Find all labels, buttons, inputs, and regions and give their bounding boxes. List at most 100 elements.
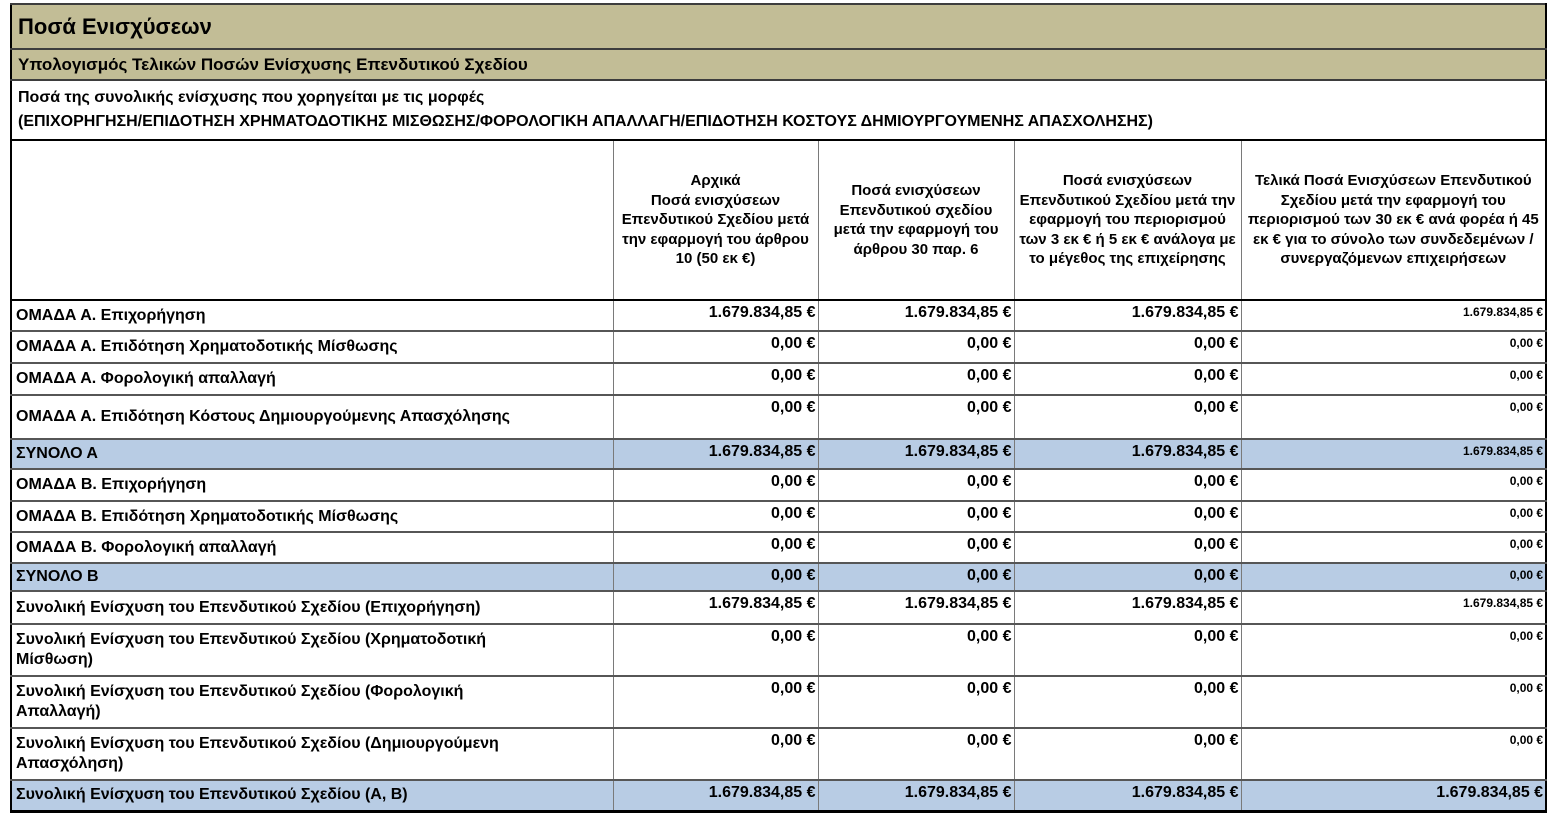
aid-amounts-report: Ποσά Ενισχύσεων Υπολογισμός Τελικών Ποσώ… xyxy=(9,3,1548,813)
value-cell: 0,00 € xyxy=(817,675,1015,729)
total-row: Συνολική Ενίσχυση του Επενδυτικού Σχεδίο… xyxy=(10,779,1547,813)
value-cell: 1.679.834,85 € xyxy=(612,779,819,813)
value-cell: 0,00 € xyxy=(612,727,819,781)
value-cell: 0,00 € xyxy=(817,362,1015,396)
value-cell: 0,00 € xyxy=(817,562,1015,592)
table-row: Συνολική Ενίσχυση του Επενδυτικού Σχεδίο… xyxy=(10,590,1547,625)
value-cell: 0,00 € xyxy=(817,394,1015,440)
description-line2: (ΕΠΙΧΟΡΗΓΗΣΗ/ΕΠΙΔΟΤΗΣΗ ΧΡΗΜΑΤΟΔΟΤΙΚΗΣ ΜΙ… xyxy=(18,113,1153,130)
value-cell: 0,00 € xyxy=(1013,468,1242,502)
table-row: ΟΜΑΔΑ Β. Φορολογική απαλλαγή 0,00 €0,00 €… xyxy=(10,531,1547,564)
table-row: ΟΜΑΔΑ Α. Επιδότηση Κόστους Δημιουργούμεν… xyxy=(10,394,1547,440)
value-cell: 0,00 € xyxy=(817,468,1015,502)
table-row: ΟΜΑΔΑ Β. Επιχορήγηση 0,00 €0,00 €0,00 €0,… xyxy=(10,468,1547,502)
value-cell: 1.679.834,85 € xyxy=(1013,590,1242,625)
table-row: Συνολική Ενίσχυση του Επενδυτικού Σχεδίο… xyxy=(10,675,1547,729)
row-label: ΟΜΑΔΑ Α. Επιδότηση Χρηματοδοτικής Μίσθωσ… xyxy=(10,330,614,364)
row-label: Συνολική Ενίσχυση του Επενδυτικού Σχεδίο… xyxy=(10,727,614,781)
value-cell: 1.679.834,85 € xyxy=(612,299,819,332)
value-cell: 0,00 € xyxy=(1240,500,1547,533)
table-row: Συνολική Ενίσχυση του Επενδυτικού Σχεδίο… xyxy=(10,623,1547,677)
row-label: ΟΜΑΔΑ Β. Επιδότηση Χρηματοδοτικής Μίσθωσ… xyxy=(10,500,614,533)
value-cell: 0,00 € xyxy=(1013,623,1242,677)
subtitle-bar: Υπολογισμός Τελικών Ποσών Ενίσχυσης Επεν… xyxy=(9,48,1548,81)
value-cell: 1.679.834,85 € xyxy=(1240,299,1547,332)
row-label: ΟΜΑΔΑ Α. Φορολογική απαλλαγή xyxy=(10,362,614,396)
value-cell: 0,00 € xyxy=(612,531,819,564)
value-cell: 0,00 € xyxy=(1240,623,1547,677)
value-cell: 1.679.834,85 € xyxy=(817,438,1015,470)
value-cell: 0,00 € xyxy=(612,562,819,592)
row-label: Συνολική Ενίσχυση του Επενδυτικού Σχεδίο… xyxy=(10,623,614,677)
table-row: ΟΜΑΔΑ Α. Επιχορήγηση 1.679.834,85 €1.679.… xyxy=(10,299,1547,332)
row-label: ΟΜΑΔΑ Β. Φορολογική απαλλαγή xyxy=(10,531,614,564)
value-cell: 0,00 € xyxy=(1240,330,1547,364)
value-cell: 0,00 € xyxy=(817,531,1015,564)
value-cell: 1.679.834,85 € xyxy=(1013,438,1242,470)
value-cell: 0,00 € xyxy=(612,362,819,396)
column-header-cap-3m-5m: Ποσά ενισχύσεων Επενδυτικού Σχεδίου μετά… xyxy=(1013,139,1242,301)
value-cell: 0,00 € xyxy=(1240,562,1547,592)
total-row: ΣΥΝΟΛΟ Α 1.679.834,85 €1.679.834,85 €1.67… xyxy=(10,438,1547,470)
row-label: ΣΥΝΟΛΟ Α xyxy=(10,438,614,470)
value-cell: 1.679.834,85 € xyxy=(612,438,819,470)
page-title: Ποσά Ενισχύσεων xyxy=(9,3,1548,50)
value-cell: 1.679.834,85 € xyxy=(817,299,1015,332)
section-subtitle: Υπολογισμός Τελικών Ποσών Ενίσχυσης Επεν… xyxy=(9,48,1548,81)
value-cell: 0,00 € xyxy=(817,330,1015,364)
row-label: Συνολική Ενίσχυση του Επενδυτικού Σχεδίο… xyxy=(10,590,614,625)
value-cell: 0,00 € xyxy=(1240,468,1547,502)
value-cell: 1.679.834,85 € xyxy=(817,590,1015,625)
value-cell: 0,00 € xyxy=(817,727,1015,781)
total-row: ΣΥΝΟΛΟ Β 0,00 €0,00 €0,00 €0,00 € xyxy=(10,562,1547,592)
table-body: ΟΜΑΔΑ Α. Επιχορήγηση 1.679.834,85 €1.679.… xyxy=(10,299,1547,813)
table-row: ΟΜΑΔΑ Β. Επιδότηση Χρηματοδοτικής Μίσθωσ… xyxy=(10,500,1547,533)
value-cell: 1.679.834,85 € xyxy=(612,590,819,625)
row-label: ΟΜΑΔΑ Α. Επιδότηση Κόστους Δημιουργούμεν… xyxy=(10,394,614,440)
description-row: Ποσά της συνολικής ενίσχυσης που χορηγεί… xyxy=(9,79,1548,141)
table-header-row: Αρχικά Ποσά ενισχύσεων Επενδυτικού Σχεδί… xyxy=(10,139,1547,301)
value-cell: 1.679.834,85 € xyxy=(1013,779,1242,813)
value-cell: 0,00 € xyxy=(817,623,1015,677)
row-label: Συνολική Ενίσχυση του Επενδυτικού Σχεδίο… xyxy=(10,675,614,729)
value-cell: 0,00 € xyxy=(1240,675,1547,729)
value-cell: 1.679.834,85 € xyxy=(1240,779,1547,813)
table-row: Συνολική Ενίσχυση του Επενδυτικού Σχεδίο… xyxy=(10,727,1547,781)
row-label: ΟΜΑΔΑ Β. Επιχορήγηση xyxy=(10,468,614,502)
value-cell: 0,00 € xyxy=(612,500,819,533)
value-cell: 0,00 € xyxy=(1013,394,1242,440)
row-label: ΟΜΑΔΑ Α. Επιχορήγηση xyxy=(10,299,614,332)
row-label: Συνολική Ενίσχυση του Επενδυτικού Σχεδίο… xyxy=(10,779,614,813)
value-cell: 0,00 € xyxy=(1240,727,1547,781)
aid-amounts-table: Ποσά Ενισχύσεων Υπολογισμός Τελικών Ποσώ… xyxy=(9,3,1548,813)
value-cell: 0,00 € xyxy=(1240,362,1547,396)
value-cell: 0,00 € xyxy=(612,675,819,729)
value-cell: 0,00 € xyxy=(1013,330,1242,364)
value-cell: 0,00 € xyxy=(1240,531,1547,564)
title-bar: Ποσά Ενισχύσεων xyxy=(9,3,1548,50)
value-cell: 0,00 € xyxy=(612,468,819,502)
table-row: ΟΜΑΔΑ Α. Επιδότηση Χρηματοδοτικής Μίσθωσ… xyxy=(10,330,1547,364)
value-cell: 1.679.834,85 € xyxy=(1240,590,1547,625)
value-cell: 0,00 € xyxy=(1013,727,1242,781)
value-cell: 0,00 € xyxy=(1013,500,1242,533)
description-line1: Ποσά της συνολικής ενίσχυσης που χορηγεί… xyxy=(18,89,485,106)
value-cell: 0,00 € xyxy=(1013,362,1242,396)
value-cell: 0,00 € xyxy=(612,330,819,364)
value-cell: 0,00 € xyxy=(1013,562,1242,592)
column-header-row-labels xyxy=(10,139,614,301)
value-cell: 1.679.834,85 € xyxy=(1013,299,1242,332)
column-header-final-cap-30m-45m: Τελικά Ποσά Ενισχύσεων Επενδυτικού Σχεδί… xyxy=(1240,139,1547,301)
column-header-initial-article10: Αρχικά Ποσά ενισχύσεων Επενδυτικού Σχεδί… xyxy=(612,139,819,301)
value-cell: 1.679.834,85 € xyxy=(1240,438,1547,470)
value-cell: 0,00 € xyxy=(612,394,819,440)
value-cell: 0,00 € xyxy=(612,623,819,677)
value-cell: 0,00 € xyxy=(1240,394,1547,440)
value-cell: 0,00 € xyxy=(817,500,1015,533)
row-label: ΣΥΝΟΛΟ Β xyxy=(10,562,614,592)
table-row: ΟΜΑΔΑ Α. Φορολογική απαλλαγή 0,00 €0,00 €… xyxy=(10,362,1547,396)
value-cell: 1.679.834,85 € xyxy=(817,779,1015,813)
description-cell: Ποσά της συνολικής ενίσχυσης που χορηγεί… xyxy=(9,79,1548,141)
value-cell: 0,00 € xyxy=(1013,675,1242,729)
value-cell: 0,00 € xyxy=(1013,531,1242,564)
